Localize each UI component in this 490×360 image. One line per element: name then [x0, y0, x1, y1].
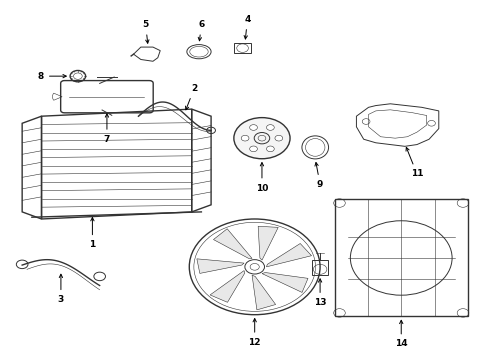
Text: 4: 4: [244, 15, 250, 39]
Text: 8: 8: [38, 72, 66, 81]
Polygon shape: [258, 226, 278, 260]
Circle shape: [249, 146, 257, 152]
Polygon shape: [262, 273, 308, 292]
Text: 10: 10: [256, 163, 268, 193]
Polygon shape: [267, 243, 312, 267]
Circle shape: [234, 118, 290, 159]
Circle shape: [267, 146, 274, 152]
Text: 1: 1: [89, 217, 96, 249]
Circle shape: [267, 125, 274, 130]
Text: 6: 6: [198, 21, 204, 41]
Circle shape: [275, 135, 283, 141]
Text: 14: 14: [395, 320, 408, 348]
Text: 12: 12: [248, 319, 261, 347]
Bar: [234, 43, 251, 53]
Bar: [335, 199, 468, 316]
Text: 13: 13: [314, 279, 326, 307]
Text: 2: 2: [186, 84, 197, 110]
Circle shape: [241, 135, 249, 141]
Circle shape: [245, 260, 265, 274]
Polygon shape: [252, 275, 276, 310]
Polygon shape: [210, 271, 245, 302]
Text: 3: 3: [58, 274, 64, 304]
Polygon shape: [214, 229, 252, 258]
Bar: [312, 260, 328, 275]
Text: 9: 9: [315, 162, 323, 189]
Circle shape: [249, 125, 257, 130]
Polygon shape: [197, 259, 244, 273]
Text: 11: 11: [406, 148, 423, 178]
Text: 5: 5: [143, 21, 149, 43]
Text: 7: 7: [104, 114, 110, 144]
